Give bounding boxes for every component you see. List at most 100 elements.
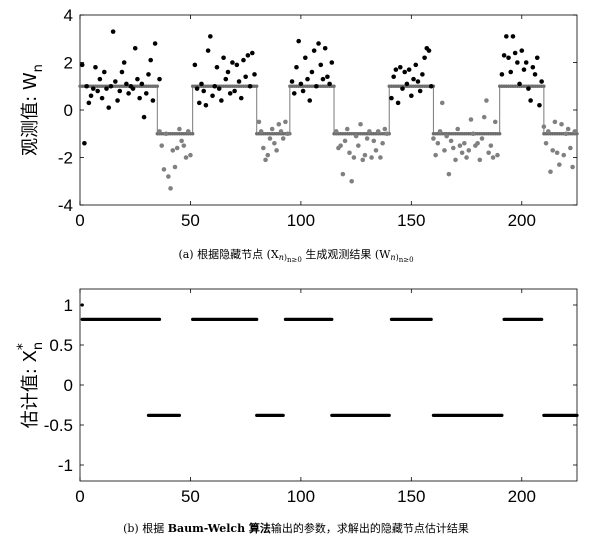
observation-point: [249, 50, 255, 56]
panel-a-caption-sub-cond: ): [284, 253, 287, 262]
observation-point: [550, 148, 556, 153]
observation-point: [439, 100, 445, 106]
observation-point: [88, 93, 94, 99]
observation-point: [411, 76, 416, 82]
observation-point: [375, 129, 381, 134]
panel-b-x-tick-label: 200: [508, 487, 536, 506]
observation-point: [152, 41, 158, 46]
observation-point: [521, 67, 527, 72]
observation-point: [101, 69, 107, 75]
estimate-point: [157, 317, 162, 321]
observation-point: [141, 114, 147, 120]
observation-point: [413, 62, 419, 68]
observation-point: [97, 76, 103, 82]
panel-a-y-tick-label: -4: [58, 196, 73, 215]
observation-point: [104, 86, 109, 91]
observation-point: [99, 95, 105, 101]
observation-point: [90, 86, 96, 91]
observation-point: [515, 60, 520, 65]
observation-point: [364, 136, 370, 141]
panel-b-caption: (b) 根据 Baum-Welch 算法输出的参数，求解出的隐藏节点估计结果: [123, 521, 469, 535]
observation-point: [437, 129, 443, 134]
panel-b-y-label-sup: *: [15, 343, 31, 350]
observation-point: [291, 91, 297, 96]
observation-point: [278, 129, 284, 134]
observation-point: [333, 129, 339, 134]
observation-point: [256, 119, 262, 125]
observation-point: [143, 91, 149, 96]
observation-point: [373, 148, 379, 153]
observation-point: [274, 148, 279, 153]
observation-point: [161, 167, 167, 172]
observation-point: [526, 86, 531, 91]
observation-point: [512, 50, 518, 56]
hidden-state-dot: [155, 84, 160, 88]
observation-point: [400, 86, 405, 91]
estimate-point: [429, 317, 433, 321]
observation-point: [572, 129, 578, 134]
observation-point: [157, 76, 162, 82]
observation-point: [409, 93, 414, 99]
panel-b-estimates: 0 50 100 150 200 1 0.5 0 -0.5 -1 估计值: X*n (b) 根据…: [15, 288, 579, 535]
observation-point: [170, 148, 176, 153]
estimate-point: [575, 413, 579, 417]
observation-point: [534, 55, 540, 61]
observation-point: [426, 48, 432, 53]
observation-point: [541, 124, 547, 129]
observation-point: [484, 98, 489, 103]
panel-a-x-ticks: 0 50 100 150 200: [75, 15, 536, 230]
observation-point: [415, 79, 421, 84]
observation-point: [86, 100, 92, 106]
observation-point: [322, 45, 328, 51]
observation-point: [548, 169, 553, 175]
observation-point: [466, 148, 472, 153]
observation-point: [523, 60, 529, 65]
observation-point: [210, 93, 215, 99]
observation-point: [490, 155, 496, 160]
observation-point: [453, 157, 458, 163]
observation-point: [221, 55, 226, 61]
observation-point: [380, 140, 385, 146]
panel-a-y-tick-label: 0: [64, 101, 73, 120]
panel-b-x-tick-label: 100: [287, 487, 315, 506]
panel-b-y-ticks: 1 0.5 0 -0.5 -1: [44, 296, 577, 475]
panel-b-x-tick-label: 0: [75, 487, 84, 506]
observation-point: [506, 55, 511, 61]
panel-b-caption-prefix: (b) 根据: [123, 521, 168, 535]
observation-point: [115, 98, 120, 103]
estimate-point: [281, 413, 285, 417]
observation-point: [537, 102, 542, 108]
observation-point: [132, 45, 138, 51]
observation-point: [462, 140, 467, 146]
observation-point: [384, 131, 390, 137]
observation-point: [338, 143, 343, 148]
observation-point: [504, 34, 509, 39]
panel-b-y-label: 估计值: X*n: [15, 342, 46, 428]
observation-point: [276, 121, 282, 127]
panel-b-estimate-points: [80, 303, 579, 417]
observation-point: [543, 140, 549, 146]
panel-b-y-label-main: 估计值: X: [20, 350, 41, 428]
observation-point: [356, 143, 361, 148]
panel-a-x-tick-label: 0: [75, 211, 84, 230]
observation-point: [406, 67, 412, 72]
observation-point: [285, 131, 290, 137]
observation-point: [327, 81, 332, 87]
observation-point: [227, 91, 233, 96]
panel-a-x-tick-label: 50: [181, 211, 200, 230]
observation-point: [194, 86, 200, 91]
observation-point: [181, 143, 187, 148]
observation-point: [166, 174, 171, 179]
panel-a-x-tick-label: 200: [508, 211, 536, 230]
observation-point: [420, 72, 425, 77]
observation-point: [570, 164, 575, 170]
observation-point: [108, 83, 114, 89]
observation-point: [479, 136, 485, 141]
estimate-point: [500, 413, 504, 417]
observation-point: [236, 79, 242, 84]
observation-point: [539, 79, 544, 84]
observation-point: [203, 102, 209, 108]
observation-point: [243, 74, 248, 80]
observation-point: [510, 34, 516, 39]
panel-a-x-tick-label: 150: [397, 211, 425, 230]
